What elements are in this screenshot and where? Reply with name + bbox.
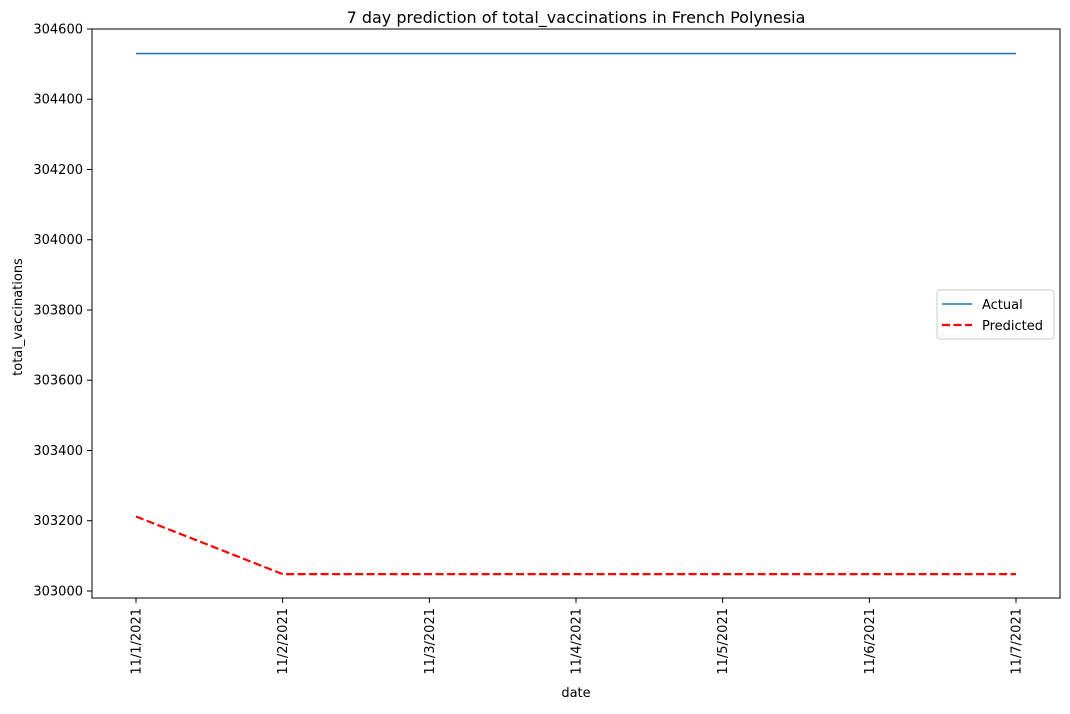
y-tick-label: 304000 <box>33 233 83 248</box>
legend-predicted-label: Predicted <box>982 319 1043 334</box>
predicted-series-line <box>135 515 1016 576</box>
plot-area <box>91 28 1061 599</box>
y-tick-label: 303400 <box>33 444 83 459</box>
legend-box <box>936 289 1055 340</box>
legend-actual-label: Actual <box>982 298 1023 313</box>
chart-title: 7 day prediction of total_vaccinations i… <box>347 8 806 28</box>
y-tick-label: 303000 <box>33 584 83 599</box>
y-tick-label: 303800 <box>33 303 83 318</box>
y-axis: 303000 303200 303400 303600 303800 304000 3042… <box>33 23 92 599</box>
x-tick-label: 11/2/2021 <box>276 608 291 675</box>
y-tick-label: 304200 <box>33 163 83 178</box>
y-tick-label: 303600 <box>33 374 83 389</box>
legend: Actual Predicted <box>936 289 1055 340</box>
x-axis: 11/1/2021 11/2/2021 11/3/2021 11/4/2021 11/5… <box>130 598 1025 675</box>
y-tick-label: 303200 <box>33 514 83 529</box>
y-tick-label: 304400 <box>33 93 83 108</box>
x-tick-label: 11/4/2021 <box>570 608 585 675</box>
x-tick-label: 11/1/2021 <box>130 608 145 675</box>
x-tick-label: 11/7/2021 <box>1010 608 1025 675</box>
x-tick-label: 11/3/2021 <box>423 608 438 675</box>
x-axis-label: date <box>561 686 590 701</box>
y-tick-label: 304600 <box>33 23 83 38</box>
x-tick-label: 11/5/2021 <box>716 608 731 675</box>
series-lines <box>135 52 1016 576</box>
y-axis-label: total_vaccinations <box>11 258 26 376</box>
x-tick-label: 11/6/2021 <box>863 608 878 675</box>
